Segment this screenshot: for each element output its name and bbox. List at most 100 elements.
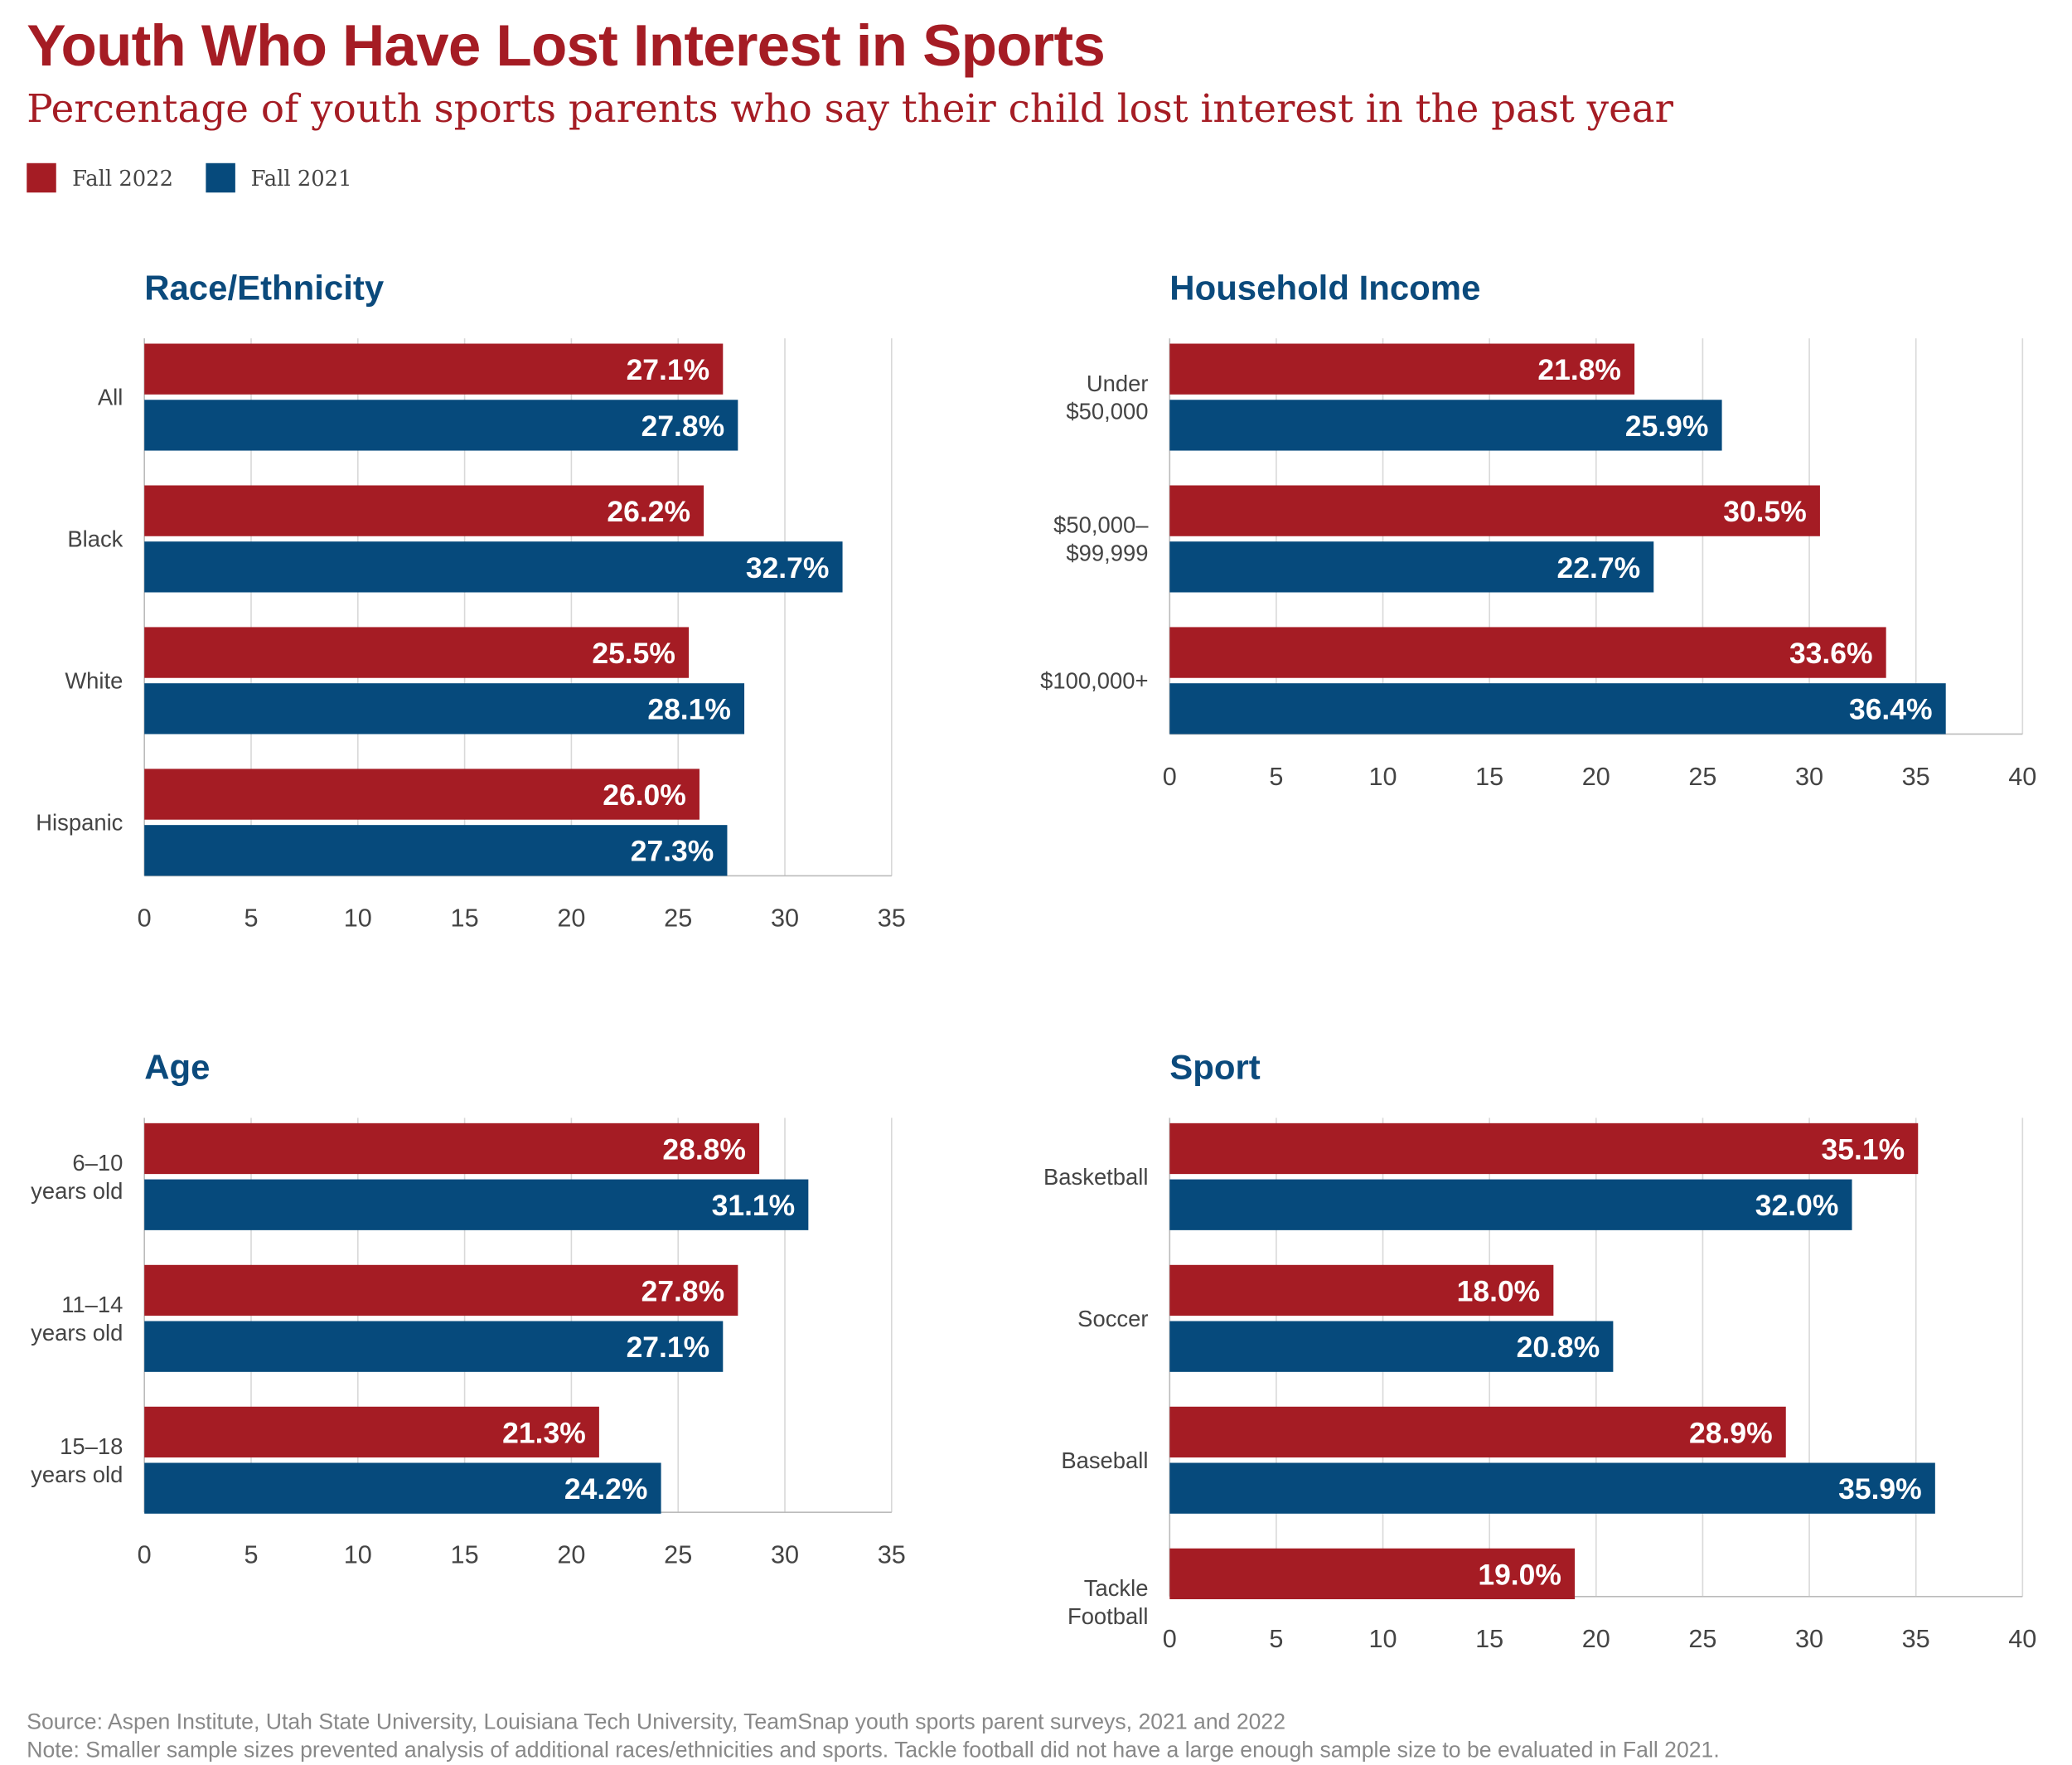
tick-label: 25 — [664, 904, 692, 933]
bar — [1169, 485, 1820, 536]
category-label: All — [98, 385, 123, 410]
data-label: 33.6% — [1789, 637, 1873, 670]
tick-label: 5 — [244, 904, 258, 933]
tick-label: 35 — [878, 1540, 906, 1569]
tick-label: 0 — [138, 904, 152, 933]
bar — [144, 485, 704, 536]
legend-swatch-fall-2022 — [27, 162, 56, 193]
tick-label: 20 — [557, 904, 585, 933]
category-label-line: All — [98, 385, 123, 410]
data-label: 22.7% — [1557, 551, 1641, 584]
bar — [144, 1123, 760, 1175]
data-label: 18.0% — [1457, 1274, 1541, 1307]
chart-panel-1: 0 5 10 15 20 25 30 35 40 21.8%25.9% Under $50,000 30… — [1040, 338, 2036, 791]
data-label: 35.9% — [1838, 1472, 1922, 1506]
bar — [144, 343, 724, 395]
category-label: 6–10 years old — [31, 1150, 123, 1204]
bar — [144, 683, 745, 735]
category-label: White — [65, 668, 123, 694]
data-label: 32.0% — [1755, 1189, 1839, 1222]
tick-label: 0 — [138, 1540, 152, 1569]
category-label-line: 15–18 — [60, 1433, 123, 1459]
data-label: 27.1% — [627, 1331, 710, 1364]
bar — [144, 400, 738, 451]
category-label: Black — [67, 526, 123, 552]
bar — [144, 1462, 661, 1514]
category-label-line: White — [65, 668, 123, 694]
tick-label: 35 — [1902, 763, 1930, 791]
tick-label: 10 — [1369, 763, 1397, 791]
category-label: Hispanic — [36, 810, 123, 836]
footnote: Note: Smaller sample sizes prevented ana… — [27, 1738, 1720, 1763]
tick-label: 30 — [1795, 1625, 1823, 1653]
category-label-line: Soccer — [1077, 1306, 1148, 1331]
bar — [1169, 1123, 1919, 1175]
chart-panel-0: 0 5 10 15 20 25 30 35 27.1% 27.8% All 26.2% 32.7% Bla… — [36, 338, 906, 933]
bar — [144, 627, 690, 678]
bar — [144, 825, 728, 876]
tick-label: 15 — [1475, 1625, 1503, 1653]
category-label-line: 11–14 — [61, 1292, 123, 1317]
bar — [144, 1264, 738, 1316]
bar — [144, 541, 843, 593]
tick-label: 35 — [878, 904, 906, 933]
tick-label: 5 — [244, 1540, 258, 1569]
tick-label: 5 — [1269, 763, 1283, 791]
data-label: 28.8% — [662, 1132, 746, 1166]
category-label-line: Tackle — [1084, 1575, 1149, 1601]
data-label: 30.5% — [1723, 495, 1807, 528]
data-label: 27.8% — [641, 1274, 725, 1307]
chart-panel-3: 0 5 10 15 20 25 30 35 40 35.1% 32.0% Basketball 18.0… — [1043, 1118, 2036, 1653]
data-label: 21.8% — [1537, 353, 1621, 386]
bar — [1169, 1406, 1786, 1458]
tick-label: 15 — [451, 904, 479, 933]
data-label: 24.2% — [564, 1472, 648, 1506]
tick-label: 25 — [1688, 763, 1716, 791]
tick-label: 35 — [1902, 1625, 1930, 1653]
category-label-line: $50,000 — [1066, 399, 1148, 424]
category-label-line: $100,000+ — [1040, 668, 1148, 694]
category-label-line: years old — [31, 1178, 123, 1204]
category-label: 11–14 years old — [31, 1292, 123, 1346]
data-label: 25.9% — [1625, 410, 1709, 443]
data-label: 28.9% — [1689, 1416, 1773, 1449]
category-label-line: Baseball — [1061, 1447, 1148, 1473]
tick-label: 10 — [344, 1540, 372, 1569]
category-label-line: years old — [31, 1320, 123, 1346]
tick-label: 25 — [664, 1540, 692, 1569]
tick-label: 10 — [344, 904, 372, 933]
data-label: 26.0% — [603, 778, 686, 812]
legend-swatch-fall-2021 — [205, 162, 235, 193]
bar — [1169, 1264, 1554, 1316]
page-title: Youth Who Have Lost Interest in Sports — [27, 13, 1106, 80]
panel-title-sport: Sport — [1169, 1046, 1261, 1088]
category-label: Basketball — [1043, 1164, 1148, 1190]
legend: Fall 2022 Fall 2021 — [27, 162, 384, 193]
panel-title-income: Household Income — [1169, 267, 1481, 308]
data-label: 25.5% — [592, 637, 675, 670]
data-label: 21.3% — [502, 1416, 586, 1449]
category-label: Baseball — [1061, 1447, 1148, 1473]
tick-label: 30 — [771, 1540, 799, 1569]
category-label-line: $99,999 — [1066, 541, 1148, 566]
tick-label: 15 — [1475, 763, 1503, 791]
data-label: 28.1% — [647, 693, 731, 726]
tick-label: 10 — [1369, 1625, 1397, 1653]
data-label: 36.4% — [1849, 693, 1933, 726]
data-label: 27.1% — [627, 353, 710, 386]
bar — [1169, 343, 1635, 395]
data-label: 35.1% — [1822, 1132, 1905, 1166]
tick-label: 20 — [557, 1540, 585, 1569]
panel-title-race: Race/Ethnicity — [144, 267, 385, 308]
bar — [144, 1406, 599, 1458]
bar — [1169, 541, 1654, 593]
bar — [144, 1321, 724, 1372]
tick-label: 20 — [1582, 763, 1610, 791]
category-label: 15–18 years old — [31, 1433, 123, 1487]
tick-label: 30 — [1795, 763, 1823, 791]
category-label-line: $50,000– — [1053, 512, 1149, 538]
category-label-line: Hispanic — [36, 810, 123, 836]
bar — [1169, 1548, 1576, 1600]
